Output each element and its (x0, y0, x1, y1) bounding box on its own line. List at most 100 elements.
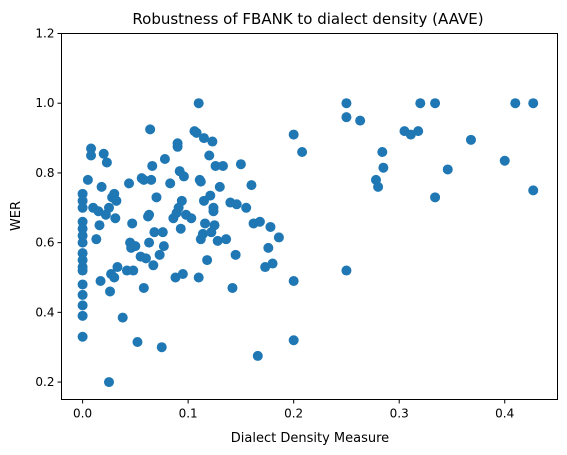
data-point (77, 248, 88, 259)
data-point (91, 234, 102, 245)
data-point (77, 300, 88, 311)
data-point (138, 174, 149, 185)
data-point (212, 235, 223, 246)
data-point (77, 289, 88, 300)
data-point (105, 286, 116, 297)
data-point (246, 180, 257, 191)
data-point (77, 230, 88, 241)
data-point (148, 260, 159, 271)
data-point (193, 272, 204, 283)
data-point (265, 221, 276, 232)
data-point (241, 202, 252, 213)
data-point (77, 223, 88, 234)
data-point (210, 160, 221, 171)
y-tick-label: 0.2 (35, 375, 54, 389)
data-point (98, 148, 109, 159)
data-point (341, 112, 352, 123)
data-point (355, 115, 366, 126)
data-point (198, 133, 209, 144)
data-point (208, 206, 219, 217)
data-point (204, 150, 215, 161)
x-axis-ticks: 0.0 0.1 0.2 0.3 0.4 (73, 399, 514, 421)
data-point (86, 150, 97, 161)
data-point (159, 153, 170, 164)
data-point (103, 202, 114, 213)
data-point (86, 143, 97, 154)
y-axis-ticks: 0.2 0.4 0.6 0.8 1.0 1.2 (35, 27, 62, 389)
data-point (442, 164, 453, 175)
data-point (130, 241, 141, 252)
data-point (430, 98, 441, 109)
data-point (235, 159, 246, 170)
data-point (510, 98, 521, 109)
x-tick-label: 0.1 (179, 407, 198, 421)
data-point (288, 129, 299, 140)
data-point (197, 228, 208, 239)
data-point (147, 160, 158, 171)
data-point (77, 216, 88, 227)
data-point (186, 213, 197, 224)
data-point (193, 98, 204, 109)
data-point (221, 234, 232, 245)
data-point (138, 282, 149, 293)
data-point (297, 147, 308, 158)
data-point (151, 192, 162, 203)
data-point (110, 213, 121, 224)
data-point (205, 190, 216, 201)
data-point (341, 98, 352, 109)
data-point (378, 162, 389, 173)
data-point (156, 342, 167, 353)
data-point (528, 185, 539, 196)
data-point (207, 136, 218, 147)
data-point (77, 202, 88, 213)
data-point (112, 262, 123, 273)
data-point (149, 227, 160, 238)
data-point (103, 377, 114, 388)
data-point (77, 265, 88, 276)
data-point (176, 195, 187, 206)
y-tick-label: 1.2 (35, 27, 54, 41)
data-point (252, 350, 263, 361)
data-point (200, 218, 211, 229)
data-point (254, 216, 265, 227)
data-point (95, 275, 106, 286)
data-point (178, 171, 189, 182)
data-point (77, 279, 88, 290)
data-point (77, 310, 88, 321)
data-point (165, 178, 176, 189)
data-point (77, 237, 88, 248)
data-point (231, 199, 242, 210)
data-point (341, 265, 352, 276)
data-point (154, 249, 165, 260)
data-point (273, 232, 284, 243)
data-point (109, 272, 120, 283)
data-point (77, 331, 88, 342)
data-point (195, 176, 206, 187)
data-point (127, 218, 138, 229)
data-point (430, 192, 441, 203)
data-point (288, 275, 299, 286)
data-point (144, 237, 155, 248)
chart-title: Robustness of FBANK to dialect density (… (132, 10, 483, 28)
data-point (146, 174, 157, 185)
x-axis-label: Dialect Density Measure (231, 431, 389, 446)
data-point (288, 335, 299, 346)
data-point (217, 160, 228, 171)
data-point (77, 195, 88, 206)
data-point (377, 147, 388, 158)
data-point (124, 178, 135, 189)
data-point (202, 255, 213, 266)
data-point (499, 155, 510, 166)
data-point (157, 227, 168, 238)
data-point (191, 127, 202, 138)
data-point (77, 188, 88, 199)
x-tick-label: 0.3 (390, 407, 409, 421)
data-point (145, 124, 156, 135)
data-point (111, 195, 122, 206)
data-point (158, 241, 169, 252)
data-point (177, 269, 188, 280)
y-tick-label: 0.6 (35, 236, 54, 250)
data-point (128, 265, 139, 276)
data-point (528, 98, 539, 109)
